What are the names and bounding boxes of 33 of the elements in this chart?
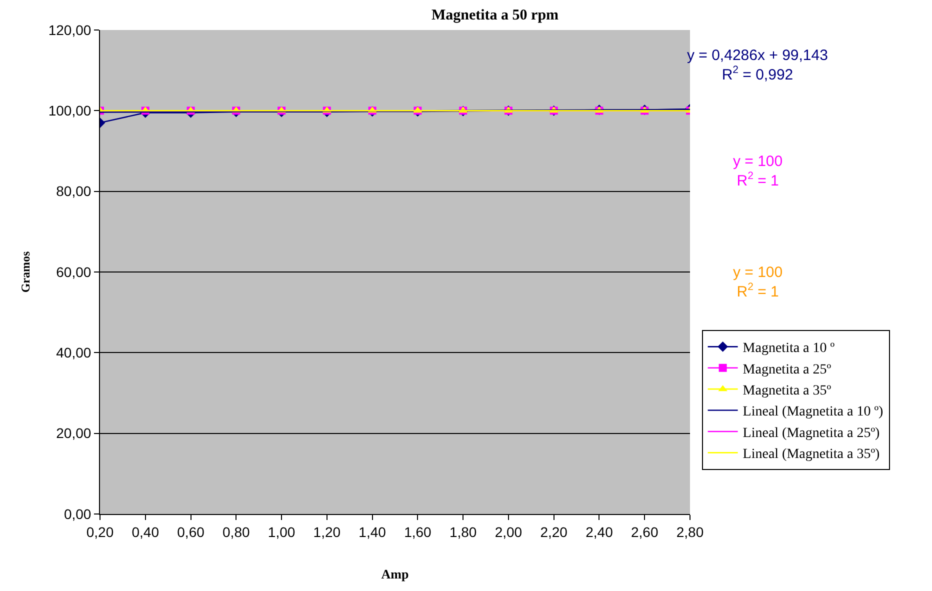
- y-tick-label: 20,00: [56, 425, 92, 442]
- legend-label: Lineal (Magnetita a 25º): [742, 426, 880, 441]
- x-tick-label: 2,20: [540, 524, 568, 540]
- y-tick-label: 0,00: [64, 506, 92, 522]
- text: y = 100 R$^{2}$ = 1: [733, 264, 783, 300]
- x-tick-label: 1,60: [404, 524, 432, 540]
- x-tick-label: 2,80: [676, 524, 704, 540]
- x-tick-label: 2,60: [630, 524, 658, 540]
- y-tick-label: 100,00: [48, 102, 92, 119]
- y-tick-label: 120,00: [48, 22, 92, 38]
- legend-label: Magnetita a 10 º: [742, 341, 836, 356]
- annotation: y = 0,4286x + 99,143 R$^{2}$ = 0,992: [687, 47, 828, 84]
- legend-label: Lineal (Magnetita a 35º): [742, 447, 880, 462]
- legend-label: Magnetita a 25º: [742, 362, 832, 378]
- y-tick-label: 60,00: [56, 264, 92, 280]
- x-tick-label: 1,40: [358, 524, 386, 540]
- x-tick-label: 0,40: [132, 524, 160, 540]
- x-tick-label: 0,20: [86, 524, 114, 540]
- y-tick-label: 40,00: [56, 344, 92, 361]
- x-tick-label: 1,80: [449, 524, 477, 540]
- text: y = 100 R$^{2}$ = 1: [733, 153, 783, 190]
- x-tick-label: 2,00: [494, 524, 522, 540]
- x-tick-label: 0,80: [222, 524, 250, 540]
- x-tick-label: 2,40: [586, 524, 614, 540]
- legend-label: Magnetita a 35º: [742, 384, 832, 399]
- y-axis-title: Gramos: [18, 251, 33, 293]
- x-tick-label: 0,60: [177, 524, 205, 540]
- x-tick-label: 1,20: [313, 524, 341, 540]
- y-tick-label: 80,00: [56, 183, 92, 200]
- chart-title: Magnetita a 50 rpm: [431, 7, 560, 24]
- legend-label: Lineal (Magnetita a 10 º): [742, 404, 884, 420]
- x-tick-label: 1,00: [268, 524, 296, 540]
- x-axis-title: Amp: [381, 566, 409, 582]
